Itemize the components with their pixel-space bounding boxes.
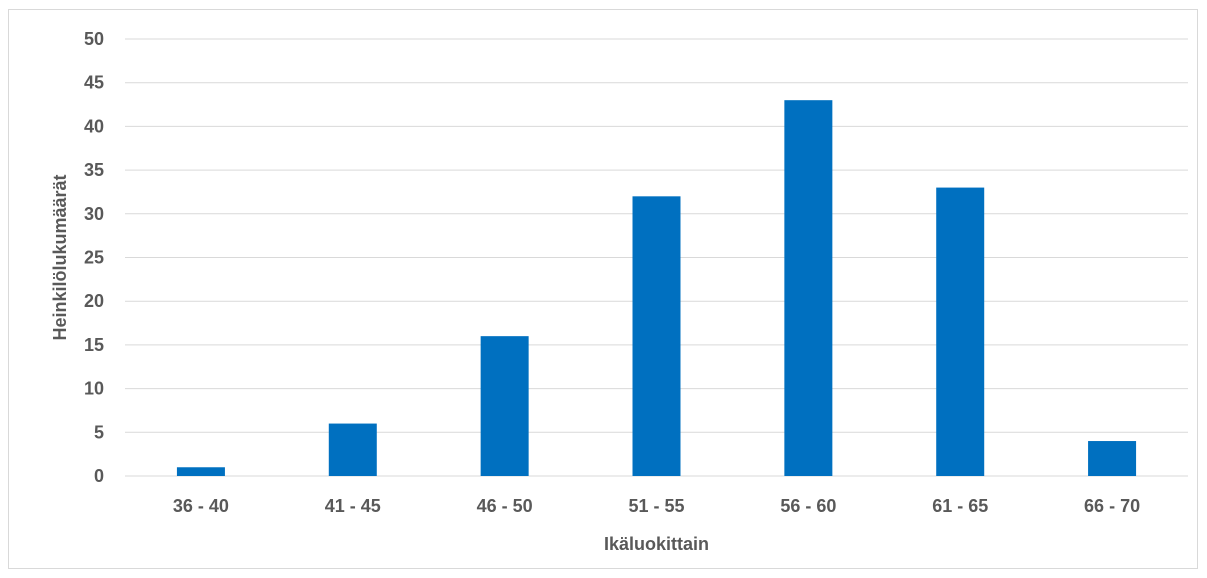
y-tick-label: 20 <box>84 291 104 311</box>
bar-51-55 <box>632 196 681 476</box>
y-tick-label: 15 <box>84 335 104 355</box>
bar-56-60 <box>784 100 833 477</box>
y-tick-label: 50 <box>84 29 104 49</box>
x-tick-label: 61 - 65 <box>932 496 988 516</box>
x-tick-label: 66 - 70 <box>1084 496 1140 516</box>
y-tick-label: 45 <box>84 73 104 93</box>
x-tick-label: 36 - 40 <box>173 496 229 516</box>
y-tick-label: 30 <box>84 204 104 224</box>
y-axis-title: Heinkilölukumäärät <box>50 174 70 340</box>
y-tick-label: 25 <box>84 248 104 268</box>
bar-61-65 <box>936 187 985 476</box>
gridlines <box>125 38 1188 477</box>
x-axis-title: Ikäluokittain <box>604 534 709 554</box>
x-tick-label: 46 - 50 <box>477 496 533 516</box>
y-tick-label: 35 <box>84 160 104 180</box>
y-axis-ticks: 0 5 10 15 20 25 30 35 40 45 50 <box>84 29 104 486</box>
bar-41-45 <box>328 423 377 476</box>
bar-46-50 <box>480 336 529 476</box>
bar-66-70 <box>1088 441 1137 476</box>
x-tick-label: 51 - 55 <box>628 496 684 516</box>
y-tick-label: 40 <box>84 116 104 136</box>
bar-36-40 <box>176 467 225 476</box>
y-tick-label: 5 <box>94 422 104 442</box>
x-axis-ticks: 36 - 40 41 - 45 46 - 50 51 - 55 56 - 60 61 - … <box>173 496 1140 516</box>
x-tick-label: 41 - 45 <box>325 496 381 516</box>
x-tick-label: 56 - 60 <box>780 496 836 516</box>
bars <box>176 100 1137 477</box>
y-tick-label: 10 <box>84 379 104 399</box>
y-tick-label: 0 <box>94 466 104 486</box>
